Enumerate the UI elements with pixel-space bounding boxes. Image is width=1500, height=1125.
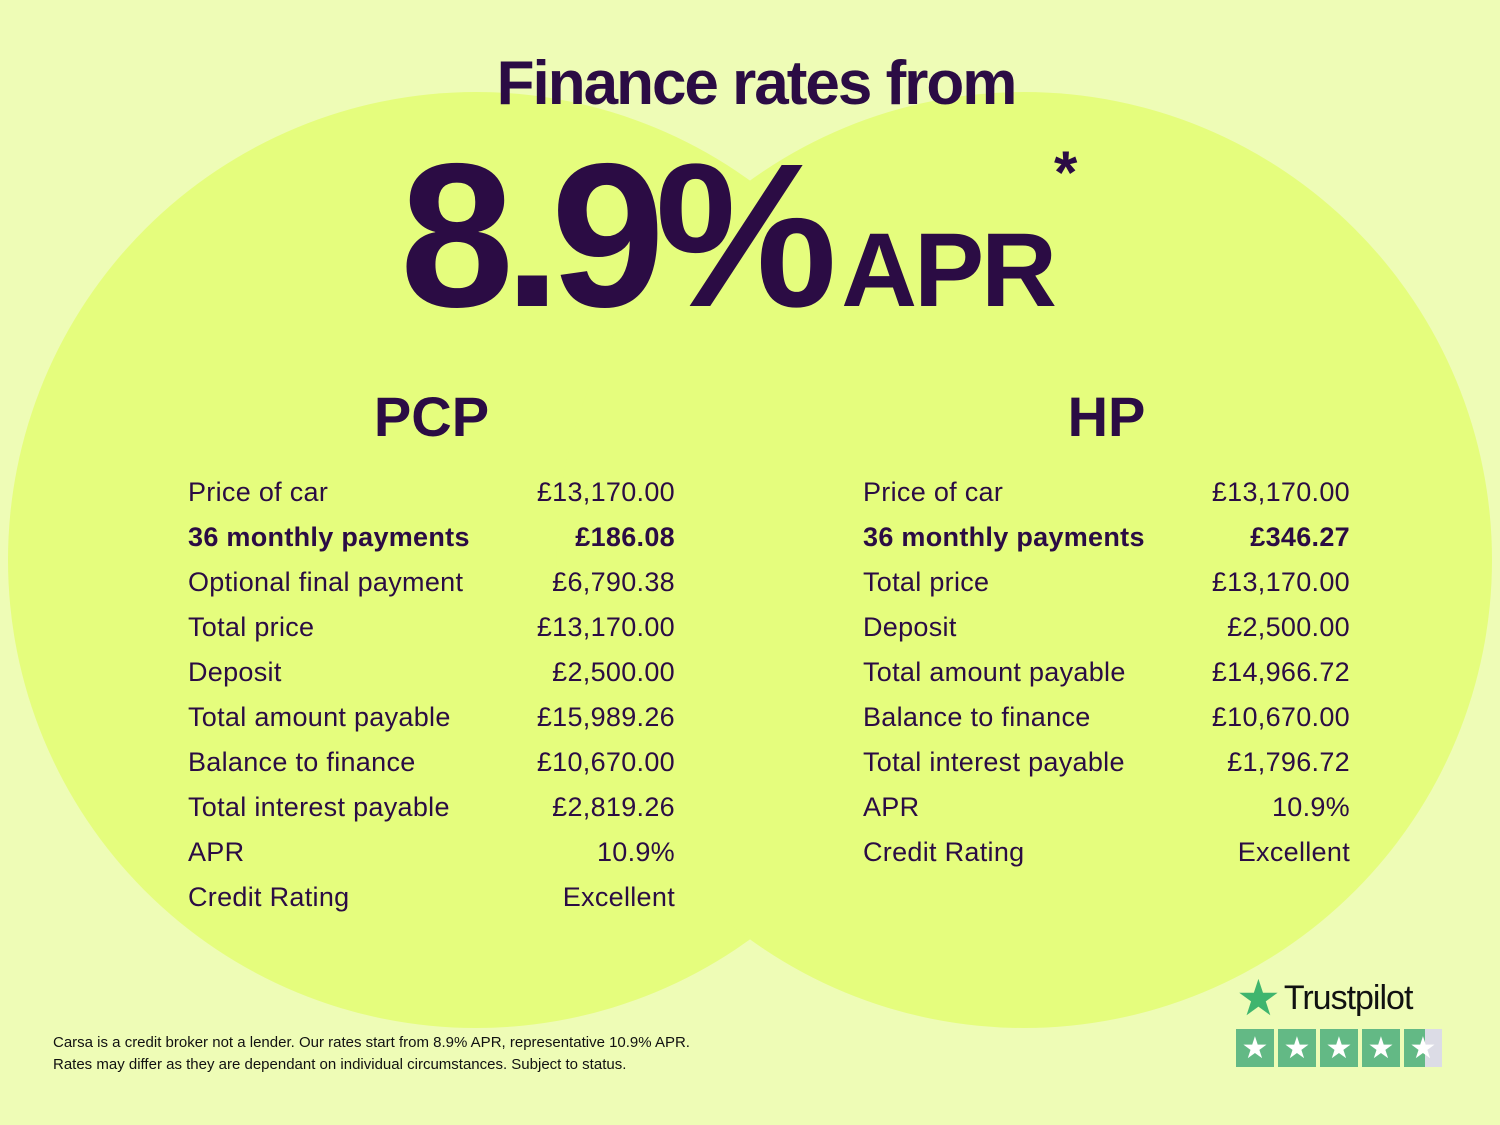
row-value: Excellent (562, 882, 675, 912)
table-row: APR 10.9% (863, 792, 1350, 837)
row-value: Excellent (1237, 837, 1350, 867)
row-value: £15,989.26 (536, 702, 675, 732)
trustpilot-rating: ★ ★ ★ ★ ★ (1236, 1029, 1442, 1067)
row-label: Deposit (863, 612, 957, 642)
star-icon: ★ (1236, 1029, 1274, 1067)
row-label: Total amount payable (863, 657, 1126, 687)
row-label: Total price (863, 567, 990, 597)
table-row: Balance to finance £10,670.00 (188, 747, 675, 792)
row-value: £186.08 (575, 522, 675, 552)
decorative-circle-right (556, 92, 1492, 1028)
star-icon: ★ (1404, 1029, 1442, 1067)
row-label: Balance to finance (863, 702, 1091, 732)
row-value: £13,170.00 (536, 612, 675, 642)
row-value: £10,670.00 (1211, 702, 1350, 732)
rate-suffix: APR (841, 212, 1057, 329)
star-icon: ★ (1320, 1029, 1358, 1067)
row-label: Deposit (188, 657, 282, 687)
table-row: Total interest payable £1,796.72 (863, 747, 1350, 792)
table-row: Total amount payable £14,966.72 (863, 657, 1350, 702)
table-row: Balance to finance £10,670.00 (863, 702, 1350, 747)
table-row: Price of car £13,170.00 (188, 477, 675, 522)
row-value: 10.9% (1271, 792, 1350, 822)
row-value: 10.9% (596, 837, 675, 867)
row-label: Price of car (188, 477, 329, 507)
table-row: Deposit £2,500.00 (863, 612, 1350, 657)
row-value: £346.27 (1250, 522, 1350, 552)
table-row: Optional final payment £6,790.38 (188, 567, 675, 612)
table-row: Total interest payable £2,819.26 (188, 792, 675, 837)
row-label: Credit Rating (188, 882, 350, 912)
trustpilot-star-icon: ★ (1236, 970, 1281, 1026)
row-value: £13,170.00 (1211, 567, 1350, 597)
table-row: Total price £13,170.00 (863, 567, 1350, 612)
row-label: Total interest payable (188, 792, 450, 822)
row-label: 36 monthly payments (863, 522, 1145, 552)
row-label: Balance to finance (188, 747, 416, 777)
row-value: £6,790.38 (552, 567, 675, 597)
trustpilot-logo: ★ Trustpilot (1236, 970, 1442, 1026)
hp-title: HP (1067, 385, 1146, 448)
row-label: APR (863, 792, 920, 822)
row-value: £1,796.72 (1227, 747, 1350, 777)
star-icon: ★ (1362, 1029, 1400, 1067)
table-row: Deposit £2,500.00 (188, 657, 675, 702)
hp-table: HP Price of car £13,170.00 36 monthly paym… (863, 385, 1350, 882)
row-value: £2,500.00 (552, 657, 675, 687)
row-label: Total amount payable (188, 702, 451, 732)
row-value: £13,170.00 (536, 477, 675, 507)
row-label: Total price (188, 612, 315, 642)
row-value: £10,670.00 (536, 747, 675, 777)
row-label: APR (188, 837, 245, 867)
table-row: Total amount payable £15,989.26 (188, 702, 675, 747)
pcp-title: PCP (373, 385, 490, 448)
trustpilot-badge[interactable]: ★ Trustpilot ★ ★ ★ ★ ★ (1236, 970, 1442, 1067)
table-row: Credit Rating Excellent (863, 837, 1350, 882)
table-row: 36 monthly payments £346.27 (863, 522, 1350, 567)
table-row: 36 monthly payments £186.08 (188, 522, 675, 567)
row-label: Total interest payable (863, 747, 1125, 777)
table-row: Total price £13,170.00 (188, 612, 675, 657)
row-value: £14,966.72 (1211, 657, 1350, 687)
row-value: £13,170.00 (1211, 477, 1350, 507)
asterisk: * (1053, 139, 1078, 206)
pcp-table: PCP Price of car £13,170.00 36 monthly pay… (188, 385, 675, 927)
row-value: £2,819.26 (552, 792, 675, 822)
table-row: APR 10.9% (188, 837, 675, 882)
disclaimer-line: Carsa is a credit broker not a lender. O… (53, 1034, 690, 1051)
hp-rows: Price of car £13,170.00 36 monthly payment… (863, 477, 1350, 882)
headline: Finance rates from (496, 49, 1018, 118)
row-label: Price of car (863, 477, 1004, 507)
table-row: Price of car £13,170.00 (863, 477, 1350, 522)
row-label: 36 monthly payments (188, 522, 470, 552)
row-label: Credit Rating (863, 837, 1025, 867)
star-icon: ★ (1278, 1029, 1316, 1067)
pcp-rows: Price of car £13,170.00 36 monthly payment… (188, 477, 675, 927)
row-value: £2,500.00 (1227, 612, 1350, 642)
rate-display: 8.9% APR* (400, 118, 1077, 354)
row-label: Optional final payment (188, 567, 464, 597)
trustpilot-name: Trustpilot (1283, 978, 1414, 1017)
table-row: Credit Rating Excellent (188, 882, 675, 927)
disclaimer-line: Rates may differ as they are dependant o… (53, 1056, 627, 1073)
disclaimer: Carsa is a credit broker not a lender. O… (53, 1032, 690, 1076)
rate-value: 8.9% (400, 121, 837, 350)
